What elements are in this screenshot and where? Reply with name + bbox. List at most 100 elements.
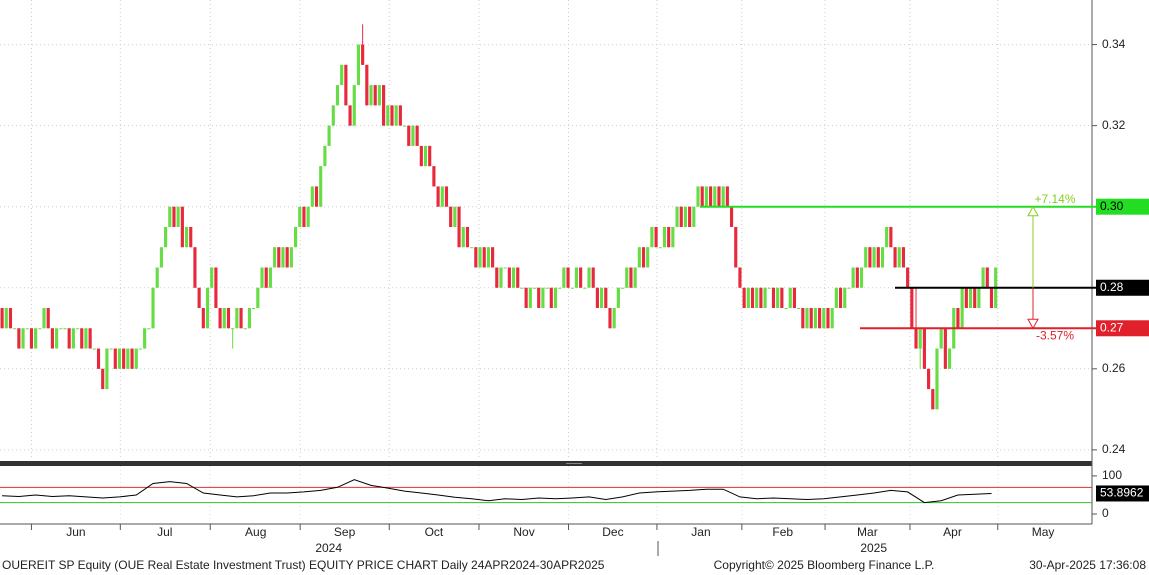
candle-body	[0, 308, 4, 329]
candle-body	[252, 308, 256, 310]
candle-body	[792, 287, 797, 309]
candle-body	[717, 186, 721, 207]
candle-body	[838, 287, 843, 309]
panel-divider	[0, 461, 1092, 466]
candle-body	[742, 287, 746, 309]
candle-body	[8, 308, 13, 329]
x-tick-label: Nov	[513, 525, 534, 539]
candle-body	[168, 206, 172, 227]
candle-body	[771, 287, 776, 309]
candle-body	[50, 328, 54, 349]
candle-body	[84, 328, 88, 349]
candle-body	[935, 348, 939, 410]
candle-body	[574, 267, 579, 288]
candle-body	[558, 287, 562, 289]
candle-body	[499, 267, 503, 288]
candle-body	[620, 287, 625, 289]
candle-body	[63, 328, 67, 330]
level-label: 0.27	[1100, 320, 1124, 334]
candle-body	[784, 308, 788, 310]
candle-body	[608, 308, 612, 329]
candle-body	[511, 267, 516, 288]
candle-body	[700, 186, 704, 207]
candle-body	[164, 226, 168, 248]
candle-body	[235, 308, 239, 329]
candle-body	[239, 308, 243, 329]
candle-body	[507, 267, 511, 288]
candle-body	[444, 186, 449, 207]
candle-body	[96, 348, 101, 369]
candle-body	[147, 328, 151, 330]
candle-body	[440, 186, 444, 207]
candle-body	[528, 287, 532, 309]
candle-body	[600, 287, 604, 309]
candle-body	[947, 348, 952, 369]
candle-body	[981, 267, 985, 288]
level-box	[1096, 320, 1149, 337]
candle-body	[755, 287, 759, 309]
x-tick-label: Oct	[425, 525, 444, 539]
candle-body	[830, 308, 834, 329]
candle-body	[662, 226, 667, 248]
candle-body	[184, 226, 189, 248]
candle-body	[415, 125, 419, 146]
candle-body	[868, 247, 872, 268]
x-tick-label: Jul	[157, 525, 172, 539]
candle-body	[671, 226, 675, 248]
candle-body	[226, 308, 231, 329]
candle-body	[570, 287, 574, 289]
x-tick-label: Jun	[66, 525, 85, 539]
candle-body	[449, 206, 453, 227]
candle-body	[42, 308, 46, 329]
candle-body	[679, 206, 683, 227]
candle-body	[34, 328, 38, 349]
candle-body	[797, 308, 801, 310]
x-tick-label: May	[1032, 525, 1055, 539]
candle-body	[293, 226, 298, 248]
candle-body	[675, 206, 679, 227]
candle-body	[583, 287, 587, 289]
candle-body	[977, 287, 981, 309]
candle-body	[273, 247, 277, 268]
y-tick-label: 0.24	[1102, 442, 1126, 456]
candle-body	[310, 186, 314, 207]
candle-body	[549, 287, 553, 309]
candle-body	[482, 247, 486, 268]
candle-body	[180, 206, 184, 248]
candle-body	[394, 105, 398, 126]
candle-body	[214, 267, 218, 309]
candle-body	[92, 348, 96, 350]
candle-body	[327, 125, 331, 146]
candle-body	[709, 186, 713, 207]
candle-body	[319, 166, 323, 207]
candle-body	[776, 287, 780, 309]
candle-body	[491, 247, 495, 268]
candle-body	[713, 186, 717, 207]
candle-body	[826, 308, 830, 329]
candle-body	[495, 267, 499, 288]
candle-body	[788, 287, 792, 309]
candle-body	[155, 267, 159, 288]
candle-body	[105, 348, 109, 390]
candle-body	[566, 267, 570, 288]
candle-body	[201, 308, 205, 329]
candle-body	[520, 287, 524, 289]
candle-body	[939, 328, 943, 349]
candle-body	[314, 186, 319, 207]
candle-body	[780, 287, 784, 309]
candle-body	[889, 226, 893, 248]
candle-body	[470, 247, 474, 249]
candle-body	[541, 287, 545, 309]
candle-body	[964, 287, 968, 309]
candle-body	[851, 267, 855, 288]
candle-body	[281, 247, 285, 268]
candle-body	[704, 186, 708, 207]
candle-body	[537, 287, 541, 309]
candle-body	[738, 267, 742, 288]
level-label: 0.28	[1100, 280, 1124, 294]
candle-body	[298, 206, 302, 227]
candle-body	[750, 287, 755, 309]
candle-body	[335, 85, 340, 106]
candle-body	[122, 348, 126, 369]
candle-body	[629, 267, 633, 288]
